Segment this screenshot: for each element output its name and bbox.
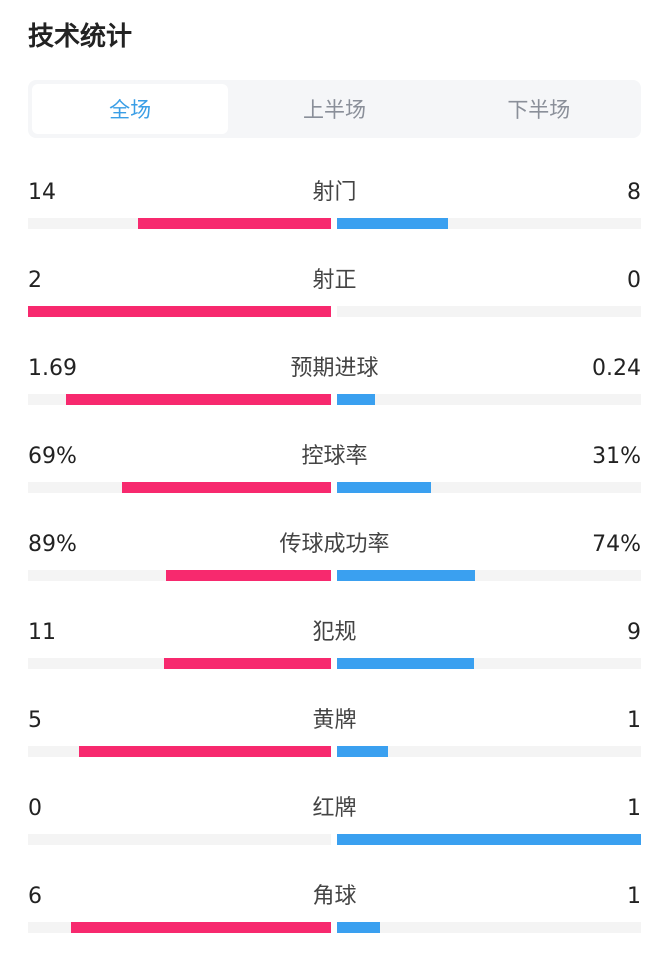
- home-value: 69%: [28, 444, 77, 469]
- home-bar-track: [28, 570, 331, 581]
- away-value: 0: [627, 268, 641, 293]
- page-title: 技术统计: [28, 22, 133, 52]
- period-tabs: 全场 上半场 下半场: [28, 80, 641, 138]
- home-value: 2: [28, 268, 42, 293]
- home-bar: [28, 306, 331, 317]
- away-bar: [337, 658, 474, 669]
- stat-row: 5 黄牌 1: [28, 706, 641, 776]
- away-value: 0.24: [592, 356, 641, 381]
- away-value: 1: [627, 796, 641, 821]
- home-value: 6: [28, 884, 42, 909]
- stat-row: 2 射正 0: [28, 266, 641, 336]
- stat-row: 0 红牌 1: [28, 794, 641, 864]
- away-bar-track: [337, 746, 641, 757]
- tab-full-match[interactable]: 全场: [32, 84, 229, 134]
- away-bar-track: [337, 306, 641, 317]
- away-value: 8: [627, 180, 641, 205]
- home-bar: [78, 746, 331, 757]
- stat-label: 射门: [312, 180, 357, 205]
- away-bar-track: [337, 218, 641, 229]
- stat-label: 犯规: [312, 620, 357, 645]
- away-bar-track: [337, 834, 641, 845]
- away-bar-track: [337, 922, 641, 933]
- home-bar-track: [28, 482, 331, 493]
- away-bar: [337, 218, 448, 229]
- away-value: 31%: [592, 444, 641, 469]
- home-bar-track: [28, 746, 331, 757]
- tab-second-half[interactable]: 下半场: [507, 98, 571, 122]
- away-bar: [337, 570, 476, 581]
- home-bar: [138, 218, 331, 229]
- home-bar: [164, 658, 331, 669]
- home-bar: [165, 570, 331, 581]
- stat-row: 1.69 预期进球 0.24: [28, 354, 641, 424]
- tab-first-half[interactable]: 上半场: [302, 98, 366, 122]
- away-bar: [337, 482, 432, 493]
- away-bar: [337, 394, 375, 405]
- home-bar: [121, 482, 331, 493]
- home-value: 5: [28, 708, 42, 733]
- stat-label: 红牌: [312, 796, 357, 821]
- away-value: 1: [627, 884, 641, 909]
- stat-row: 14 射门 8: [28, 178, 641, 248]
- home-bar: [65, 394, 331, 405]
- home-bar-track: [28, 834, 331, 845]
- stat-row: 11 犯规 9: [28, 618, 641, 688]
- stat-row: 69% 控球率 31%: [28, 442, 641, 512]
- away-bar: [337, 922, 381, 933]
- away-value: 74%: [592, 532, 641, 557]
- stat-label: 预期进球: [290, 356, 379, 381]
- home-bar-track: [28, 394, 331, 405]
- home-bar-track: [28, 922, 331, 933]
- home-bar-track: [28, 658, 331, 669]
- stat-label: 射正: [312, 268, 357, 293]
- away-bar-track: [337, 570, 641, 581]
- home-value: 1.69: [28, 356, 77, 381]
- stat-label: 控球率: [301, 444, 368, 469]
- stat-row: 89% 传球成功率 74%: [28, 530, 641, 600]
- away-value: 1: [627, 708, 641, 733]
- home-bar: [71, 922, 331, 933]
- home-bar-track: [28, 218, 331, 229]
- away-bar-track: [337, 482, 641, 493]
- away-bar-track: [337, 658, 641, 669]
- stat-label: 黄牌: [312, 708, 357, 733]
- home-value: 14: [28, 180, 56, 205]
- stat-label: 角球: [312, 884, 357, 909]
- away-bar: [337, 746, 388, 757]
- home-value: 11: [28, 620, 56, 645]
- home-value: 89%: [28, 532, 77, 557]
- home-value: 0: [28, 796, 42, 821]
- stat-label: 传球成功率: [279, 532, 390, 557]
- away-bar-track: [337, 394, 641, 405]
- stat-row: 6 角球 1: [28, 882, 641, 952]
- away-value: 9: [627, 620, 641, 645]
- away-bar: [337, 834, 641, 845]
- home-bar-track: [28, 306, 331, 317]
